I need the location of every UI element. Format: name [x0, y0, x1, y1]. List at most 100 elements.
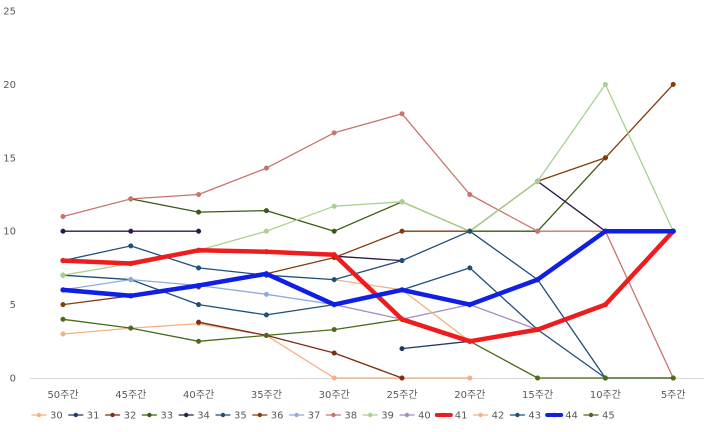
series-43-point: [467, 228, 473, 234]
series-45-point: [128, 325, 134, 331]
series-36-point: [602, 155, 608, 161]
series-43-point: [196, 265, 202, 271]
series-41-point: [263, 249, 270, 255]
x-tick-label: 40주간: [183, 389, 214, 401]
series-31-point: [399, 346, 405, 352]
series-39-point: [60, 272, 66, 278]
series-41-point: [602, 301, 609, 308]
series-45-line: [62, 318, 674, 379]
series-41-point: [128, 260, 134, 267]
series-45-point: [535, 375, 541, 381]
x-tick-label: 25주간: [386, 389, 417, 401]
series-34-point: [196, 228, 202, 234]
series-41-point: [534, 326, 541, 333]
series-44-point: [399, 287, 405, 293]
legend-34-label: 34: [197, 411, 210, 422]
series-45-point: [670, 375, 676, 381]
series-38-point: [467, 191, 473, 198]
series-41-point: [60, 257, 66, 264]
x-tick-label: 35주간: [251, 389, 282, 401]
series-45-point: [60, 316, 66, 322]
series-33-line: [130, 157, 607, 232]
legend-39-label: 39: [381, 411, 394, 422]
legend-32-label: 32: [124, 411, 137, 422]
y-tick-label: 5: [10, 300, 16, 311]
series-38-point: [128, 196, 134, 202]
legend-44-marker: [552, 412, 557, 418]
x-tick-label: 5주간: [661, 389, 686, 401]
series-38-line: [62, 113, 674, 379]
series-35-point: [467, 265, 473, 271]
series-44-point: [331, 301, 337, 308]
series-38-point: [331, 130, 337, 136]
legend-36-marker: [257, 412, 262, 418]
legend-42-label: 42: [492, 411, 505, 422]
series-45-point: [263, 332, 269, 338]
series-45-point: [331, 327, 337, 333]
legend-35-label: 35: [234, 411, 247, 422]
series-36-point: [399, 228, 405, 234]
legend-37-marker: [294, 412, 299, 418]
y-tick-label: 20: [3, 80, 16, 91]
series-38-point: [196, 191, 202, 198]
x-tick-label: 45주간: [115, 389, 146, 401]
legend-43-label: 43: [528, 411, 541, 422]
x-tick-label: 15주간: [522, 389, 553, 401]
series-45-point: [602, 375, 608, 381]
series-39-point: [263, 228, 269, 234]
series-40-line: [333, 303, 539, 331]
series-38-point: [263, 165, 269, 171]
series-36-point: [670, 81, 676, 87]
series-44-line: [60, 228, 676, 307]
series-39-point: [602, 81, 608, 87]
x-tick-label: 20주간: [454, 389, 485, 401]
series-37-point: [128, 277, 134, 283]
series-32-point: [331, 350, 337, 356]
series-34-point: [60, 228, 66, 234]
series-34-point: [128, 228, 134, 234]
series-38-point: [535, 228, 541, 234]
series-39-point: [331, 203, 337, 209]
series-30-point: [331, 375, 337, 381]
series-43-point: [331, 277, 337, 283]
series-41-point: [467, 338, 473, 344]
series-41-point: [331, 252, 337, 258]
series-32-line: [197, 321, 403, 379]
legend-38-label: 38: [344, 411, 357, 422]
legend-42-marker: [478, 412, 483, 418]
x-tick-label: 10주간: [590, 389, 621, 401]
legend-33-marker: [147, 412, 152, 418]
series-41-point: [195, 247, 202, 253]
series-44-point: [263, 271, 270, 277]
legend-32-marker: [110, 412, 115, 418]
series-31-line: [401, 340, 471, 350]
y-tick-label: 25: [3, 7, 16, 18]
series-39-point: [535, 178, 541, 184]
series-44-point: [534, 276, 541, 283]
series-45-point: [196, 338, 202, 344]
legend-44-label: 44: [565, 411, 578, 422]
series-38-point: [60, 213, 66, 220]
series-32-point: [196, 319, 202, 325]
series-44-point: [467, 301, 473, 308]
legend-41-label: 41: [455, 411, 468, 422]
legend-30-marker: [36, 412, 42, 418]
legend-33-label: 33: [160, 411, 173, 422]
legend-31-label: 31: [87, 411, 100, 422]
series-33-point: [331, 228, 337, 234]
series-41-point: [399, 316, 405, 322]
series-33-point: [263, 208, 269, 214]
series-34-line: [536, 180, 607, 232]
x-tick-label: 50주간: [47, 389, 78, 401]
y-tick-label: 0: [10, 374, 16, 385]
series-43-point: [128, 243, 134, 249]
legend-31-marker: [73, 412, 79, 418]
legend-45-label: 45: [602, 411, 615, 422]
series-44-point: [195, 282, 202, 289]
legend-40-marker: [404, 412, 410, 418]
y-tick-label: 10: [3, 227, 16, 238]
legend-35-marker: [220, 412, 226, 418]
series-33-point: [196, 209, 202, 215]
